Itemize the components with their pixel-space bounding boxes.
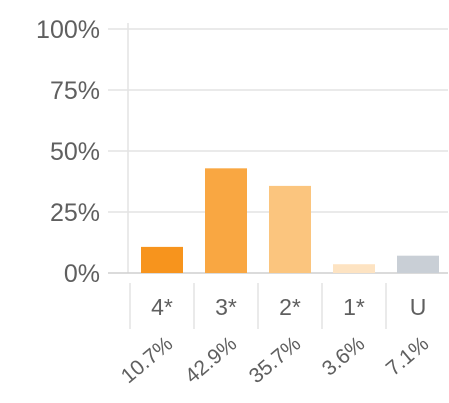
- data-label: 3.6%: [318, 332, 369, 380]
- y-tick-label: 75%: [50, 77, 100, 105]
- y-tick-label: 50%: [50, 138, 100, 166]
- bar-3: [269, 185, 311, 273]
- data-label: 7.1%: [382, 332, 433, 380]
- data-label: 42.9%: [181, 332, 241, 388]
- data-label: 35.7%: [245, 332, 305, 388]
- bar-4: [333, 264, 375, 273]
- y-tick-label: 0%: [64, 260, 100, 288]
- y-tick-label: 25%: [50, 199, 100, 227]
- bar-2: [205, 168, 247, 273]
- x-tick-label: 1*: [343, 294, 365, 320]
- x-tick-label: 4*: [151, 294, 173, 320]
- data-label: 10.7%: [117, 332, 177, 388]
- bar-5: [397, 255, 439, 273]
- x-tick-label: U: [410, 294, 427, 320]
- y-tick-label: 100%: [36, 16, 100, 44]
- bar-1: [141, 246, 183, 273]
- x-tick-label: 3*: [215, 294, 237, 320]
- x-tick-label: 2*: [279, 294, 301, 320]
